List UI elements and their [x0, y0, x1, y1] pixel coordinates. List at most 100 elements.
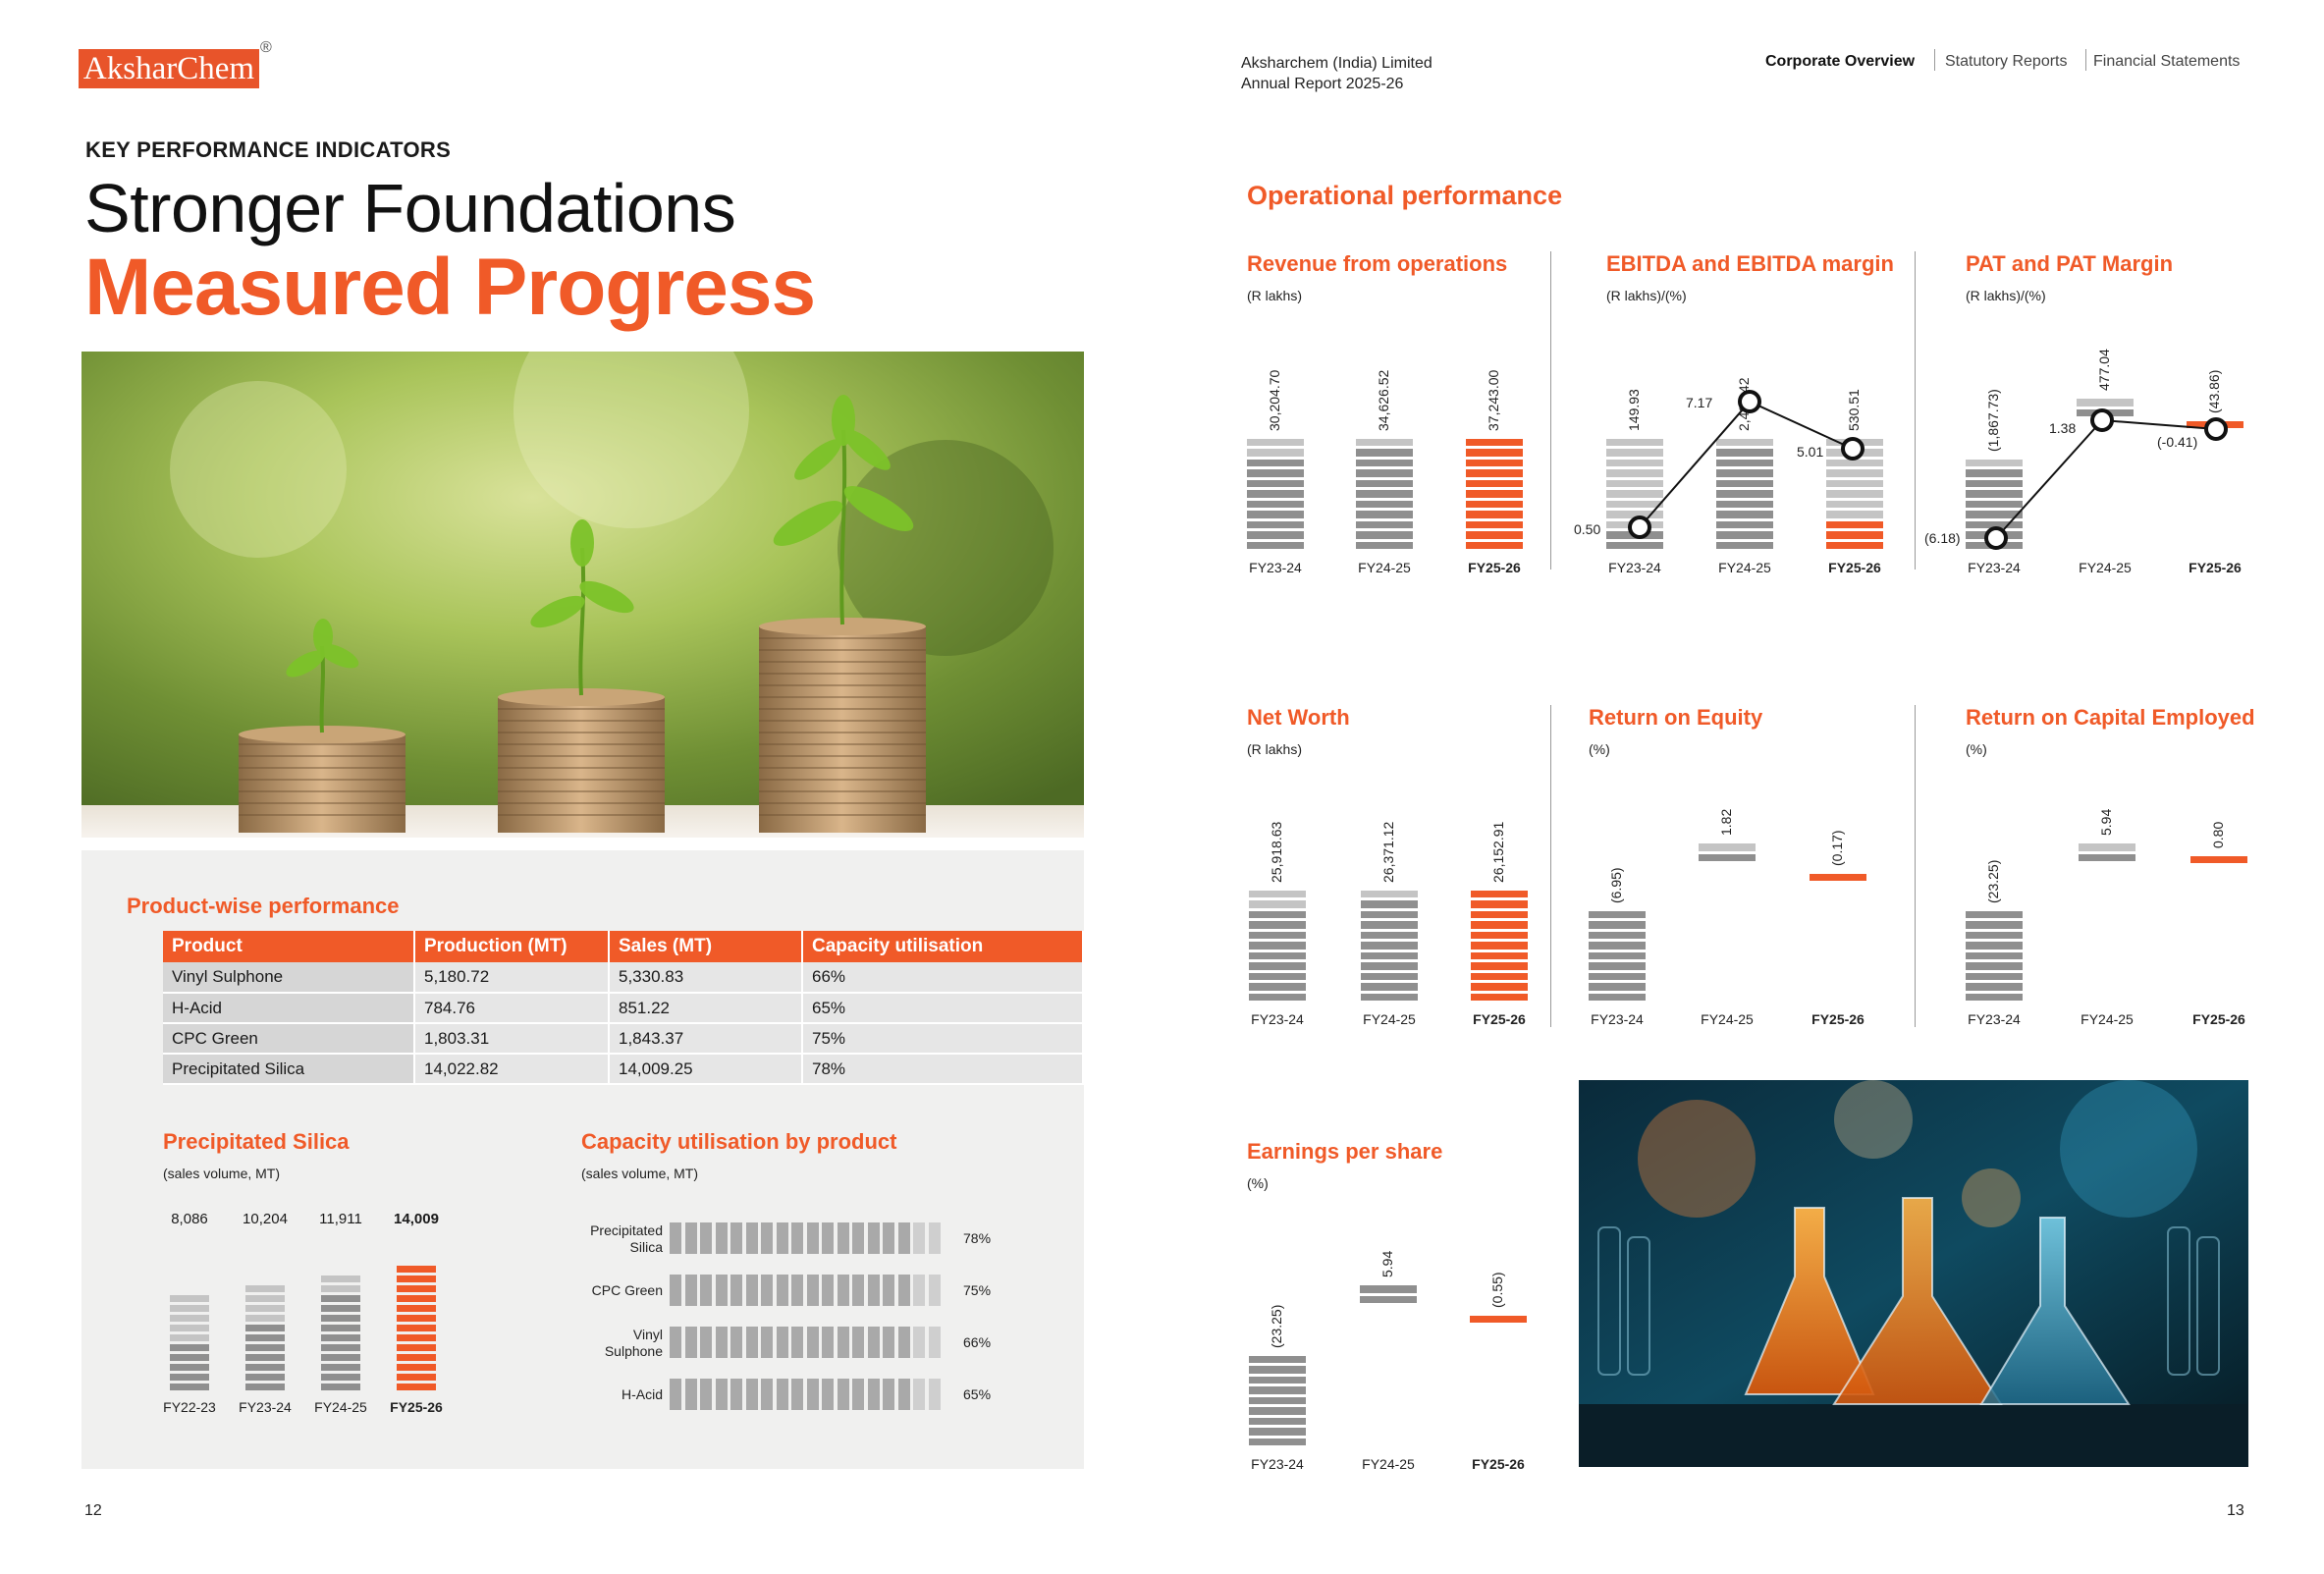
kpi-bar-segment: [1249, 951, 1306, 959]
kpi-bar-segment: [1589, 972, 1646, 980]
kpi-bar-segment: [1249, 1396, 1306, 1404]
silica-bar-segment: [245, 1384, 285, 1390]
kpi-bar-segment: [1466, 500, 1523, 508]
kpi-bar-segment: [1716, 520, 1773, 528]
kpi-bar-segment: [1471, 942, 1528, 950]
kpi-bar-segment: [1247, 511, 1304, 518]
nav-statutory-reports[interactable]: Statutory Reports: [1945, 53, 2068, 70]
kpi-bar-value-label: 530.51: [1846, 388, 1862, 431]
kpi-bar-segment: [1247, 490, 1304, 498]
product-table: Product Production (MT) Sales (MT) Capac…: [163, 931, 1084, 1085]
capacity-bar-segment: [883, 1275, 894, 1306]
silica-bar-segment: [245, 1285, 285, 1292]
silica-bar-segment: [397, 1374, 436, 1381]
kpi-bar-value-label: (0.17): [1829, 829, 1845, 866]
silica-bar-segment: [397, 1354, 436, 1361]
nav-financial-statements[interactable]: Financial Statements: [2093, 53, 2241, 70]
capacity-bar-segment: [837, 1379, 849, 1410]
kpi-bar-segment: [1826, 469, 1883, 477]
kpi-bar-segment: [1966, 921, 2023, 929]
capacity-bar-segment: [806, 1222, 819, 1254]
silica-bar-segment: [170, 1295, 209, 1302]
kpi-bar-segment: [1249, 900, 1306, 908]
nav-corporate-overview[interactable]: Corporate Overview: [1765, 53, 1916, 70]
registered-mark: ®: [260, 39, 272, 56]
kpi-bar-segment: [1249, 1376, 1306, 1384]
silica-bar-segment: [321, 1384, 360, 1390]
coin-stacks-plants-photo: [81, 352, 1084, 838]
report-header: Aksharchem (India) Limited Annual Report…: [1241, 53, 1432, 94]
kpi-bar-segment: [1466, 490, 1523, 498]
table-cell: 1,843.37: [609, 1023, 803, 1055]
kpi-bar-segment: [1356, 490, 1413, 498]
capacity-bar-segment: [715, 1275, 728, 1306]
kpi-bar-segment: [1466, 438, 1523, 446]
kpi-bar-segment: [1589, 983, 1646, 991]
capacity-bar-segment: [913, 1327, 925, 1358]
kpi-bar-segment: [1826, 459, 1883, 466]
kpi-bar-value-label: 5.94: [1379, 1250, 1395, 1277]
table-cell: CPC Green: [163, 1023, 415, 1055]
chart-divider: [1550, 705, 1551, 1027]
kpi-bar-segment: [1247, 449, 1304, 457]
silica-bar-segment: [321, 1275, 360, 1282]
kpi-bar-segment: [1247, 541, 1304, 549]
page-title-line2: Measured Progress: [84, 243, 816, 332]
kpi-bar-segment: [1589, 993, 1646, 1001]
kpi-bar-segment: [1606, 500, 1663, 508]
kpi-bar-segment: [1247, 438, 1304, 446]
capacity-bar-segment: [867, 1379, 880, 1410]
kpi-bar-segment: [1966, 942, 2023, 950]
kpi-year-label: FY24-25: [2079, 560, 2132, 575]
capacity-bar-segment: [913, 1379, 925, 1410]
capacity-bar-segment: [745, 1327, 758, 1358]
capacity-bar-segment: [837, 1327, 849, 1358]
kpi-bar-value-label: (6.95): [1608, 866, 1624, 903]
silica-year-label: FY22-23: [163, 1399, 216, 1415]
kpi-bar-segment: [1699, 853, 1756, 861]
kpi-bar-value-label: 1.82: [1718, 808, 1734, 836]
kpi-margin-label: 1.38: [2049, 420, 2077, 436]
kpi-bar-segment: [1966, 500, 2023, 508]
capacity-bar-segment: [776, 1222, 788, 1254]
capacity-percent: 66%: [963, 1334, 992, 1350]
capacity-bar-segment: [928, 1275, 941, 1306]
silica-bar-segment: [397, 1334, 436, 1341]
silica-bar-segment: [170, 1384, 209, 1390]
kpi-bar-segment: [1716, 449, 1773, 457]
kpi-bar-segment: [1356, 500, 1413, 508]
kpi-bar-segment: [1466, 449, 1523, 457]
capacity-bar-segment: [745, 1222, 758, 1254]
kpi-bar-segment: [1606, 511, 1663, 518]
kpi-bar-segment: [1589, 951, 1646, 959]
company-name: Aksharchem (India) Limited: [1241, 55, 1432, 72]
kpi-year-label: FY23-24: [1251, 1011, 1304, 1027]
kpi-bar-segment: [1471, 962, 1528, 970]
capacity-bar-segment: [715, 1327, 728, 1358]
silica-bar-segment: [397, 1305, 436, 1312]
capacity-bar-segment: [715, 1379, 728, 1410]
capacity-bar-segment: [852, 1275, 864, 1306]
silica-bar-segment: [245, 1325, 285, 1331]
kpi-bar-segment: [1716, 531, 1773, 539]
kpi-bar-value-label: 34,626.52: [1376, 369, 1391, 431]
kpi-year-label: FY25-26: [1473, 1011, 1526, 1027]
kpi-year-label: FY25-26: [1472, 1456, 1525, 1472]
silica-bar-segment: [245, 1295, 285, 1302]
kpi-bar-segment: [1361, 931, 1418, 939]
kpi-bar-value-label: 26,371.12: [1380, 821, 1396, 883]
kpi-bar-segment: [1966, 972, 2023, 980]
capacity-bar-segment: [883, 1379, 894, 1410]
kpi-chart-unit: (%): [1966, 741, 1987, 757]
capacity-product-label: Precipitated Silica: [590, 1222, 663, 1255]
capacity-bar-segment: [700, 1275, 712, 1306]
table-row: Precipitated Silica 14,022.82 14,009.25 …: [163, 1054, 1084, 1085]
silica-bar-segment: [170, 1364, 209, 1371]
kpi-bar-segment: [1249, 890, 1306, 897]
kpi-year-label: FY24-25: [1362, 1456, 1415, 1472]
silica-bar-label: 14,009: [394, 1211, 439, 1227]
table-cell: 851.22: [609, 993, 803, 1024]
silica-bar-segment: [397, 1364, 436, 1371]
capacity-product-label: CPC Green: [591, 1282, 663, 1298]
kpi-bar-segment: [2079, 853, 2135, 861]
